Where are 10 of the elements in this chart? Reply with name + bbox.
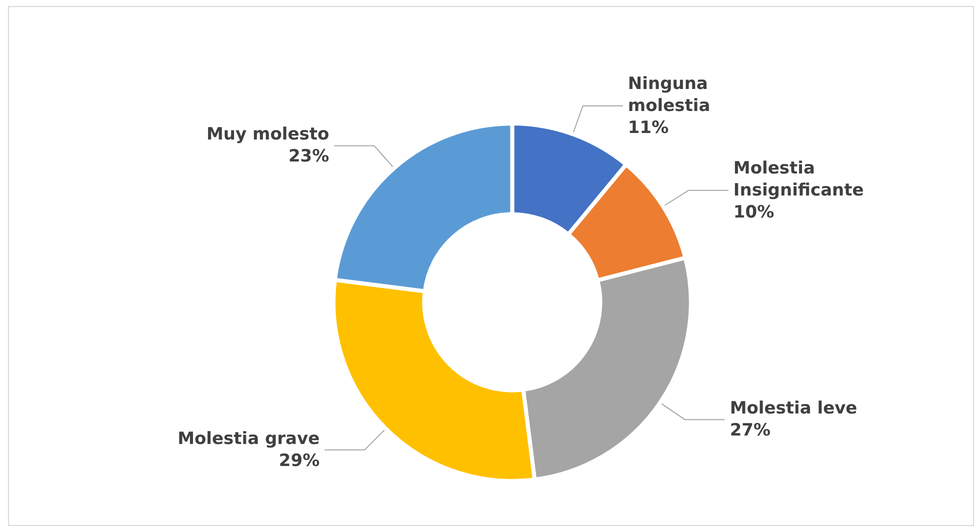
- data-label: 10%: [733, 202, 774, 222]
- data-label: 29%: [278, 450, 320, 471]
- slice-label: Molestia grave: [178, 428, 320, 449]
- slice-label: Muy molesto: [206, 124, 330, 145]
- slice-label: Molestia Insignificante: [733, 158, 864, 200]
- data-label: 23%: [288, 146, 330, 167]
- slice-label: Ninguna molestia: [628, 74, 714, 116]
- data-label: 11%: [628, 118, 669, 138]
- slice-label: Molestia leve: [730, 398, 858, 419]
- data-label: 27%: [730, 420, 771, 441]
